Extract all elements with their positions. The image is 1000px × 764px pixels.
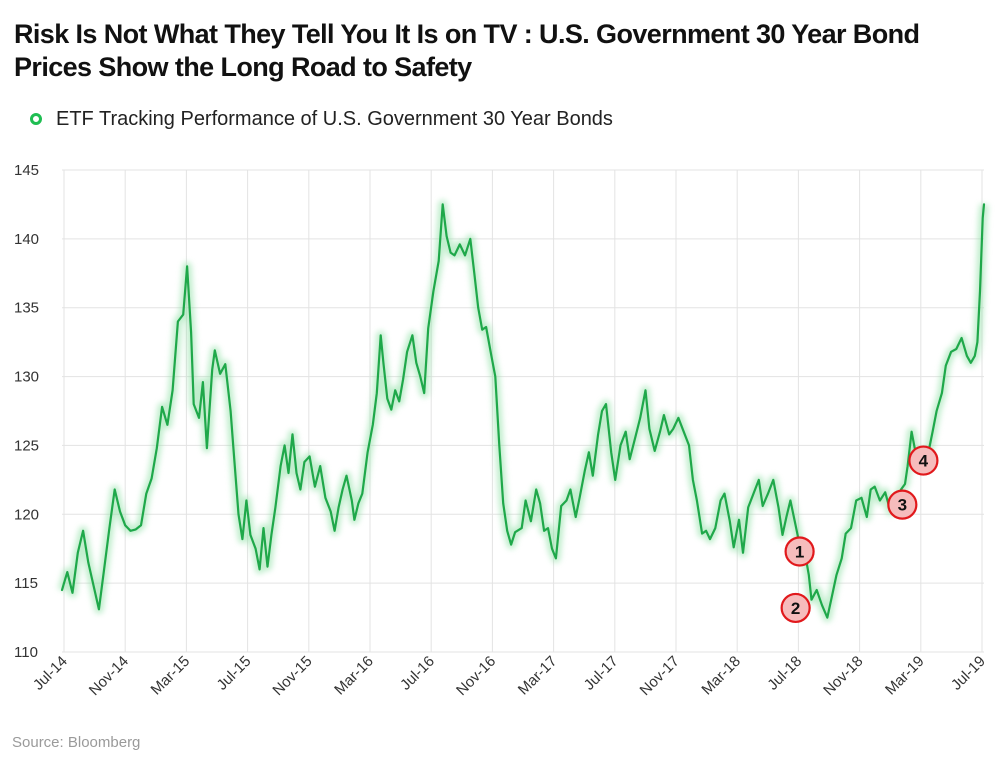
source-note: Source: Bloomberg bbox=[12, 734, 141, 751]
x-tick-label: Nov-17 bbox=[637, 653, 683, 699]
x-tick-label: Nov-14 bbox=[86, 653, 132, 699]
x-tick-label: Nov-15 bbox=[269, 653, 315, 699]
y-axis-ticks: 110 115 120 125 130 135 140 145 bbox=[14, 162, 39, 661]
annotations: 1 2 3 4 bbox=[780, 445, 939, 624]
annotation-label-4: 4 bbox=[919, 452, 929, 471]
y-tick-label: 120 bbox=[14, 506, 39, 523]
y-tick-label: 110 bbox=[14, 644, 38, 661]
annotation-label-1: 1 bbox=[795, 542, 804, 561]
annotation-marker-1 bbox=[784, 536, 815, 567]
y-tick-label: 145 bbox=[14, 162, 39, 179]
annotation-marker-2 bbox=[780, 592, 811, 624]
annotation-marker-4 bbox=[908, 445, 939, 476]
annotation-label-2: 2 bbox=[791, 599, 800, 618]
legend-circle-icon bbox=[30, 113, 42, 125]
grid bbox=[62, 169, 984, 653]
x-tick-label: Mar-18 bbox=[698, 653, 744, 699]
annotation-label-3: 3 bbox=[898, 496, 907, 515]
x-tick-label: Nov-16 bbox=[453, 653, 499, 699]
x-tick-label: Jul-18 bbox=[764, 653, 805, 694]
x-tick-label: Jul-19 bbox=[948, 653, 989, 694]
x-tick-label: Mar-16 bbox=[331, 653, 377, 699]
x-tick-label: Jul-15 bbox=[214, 653, 255, 694]
x-tick-label: Jul-16 bbox=[397, 653, 438, 694]
y-tick-label: 125 bbox=[14, 437, 39, 454]
legend: ETF Tracking Performance of U.S. Governm… bbox=[30, 107, 613, 131]
legend-label: ETF Tracking Performance of U.S. Governm… bbox=[56, 107, 613, 130]
chart-title: Risk Is Not What They Tell You It Is on … bbox=[14, 19, 920, 82]
x-tick-label: Jul-17 bbox=[581, 653, 622, 694]
x-axis-ticks: Jul-14 Nov-14 Mar-15 Jul-15 Nov-15 Mar-16 Jul-… bbox=[30, 653, 989, 699]
y-tick-label: 115 bbox=[14, 575, 38, 592]
annotation-marker-3 bbox=[887, 489, 918, 520]
y-tick-label: 130 bbox=[14, 369, 39, 386]
series-line bbox=[60, 203, 986, 619]
series-layer bbox=[57, 199, 989, 623]
x-tick-label: Nov-18 bbox=[820, 653, 866, 699]
x-tick-label: Mar-15 bbox=[148, 653, 194, 699]
x-tick-label: Mar-19 bbox=[882, 653, 928, 699]
y-tick-label: 135 bbox=[14, 300, 39, 317]
y-tick-label: 140 bbox=[14, 231, 39, 248]
x-tick-label: Mar-17 bbox=[515, 653, 561, 699]
